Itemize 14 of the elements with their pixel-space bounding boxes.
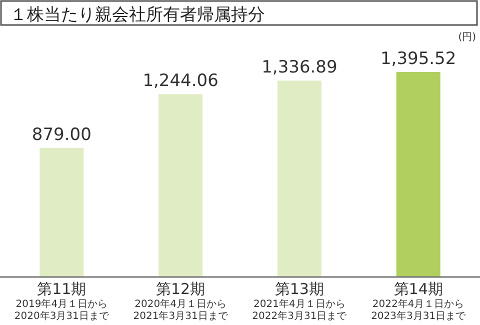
x-tick-label: 第13期 2021年4月１日から 2022年3月31日まで bbox=[252, 280, 348, 322]
chart-title: １株当たり親会社所有者帰属持分 bbox=[10, 5, 265, 25]
y-axis-title: (円) bbox=[458, 32, 476, 43]
data-label: 879.00 bbox=[32, 124, 92, 145]
x-tick-label: 第14期 2022年4月１日から 2023年3月31日まで bbox=[371, 280, 467, 322]
bar bbox=[277, 80, 322, 277]
x-tick-label: 第12期 2020年4月１日から 2021年3月31日まで bbox=[133, 280, 229, 322]
bar bbox=[40, 148, 84, 277]
bar bbox=[158, 94, 203, 277]
data-label: 1,336.89 bbox=[262, 58, 338, 78]
x-tick-label: 第11期 2019年4月１日から 2020年3月31日まで bbox=[14, 280, 110, 322]
bar bbox=[396, 72, 440, 277]
data-label: 1,244.06 bbox=[142, 71, 218, 92]
data-label: 1,395.52 bbox=[380, 48, 456, 69]
